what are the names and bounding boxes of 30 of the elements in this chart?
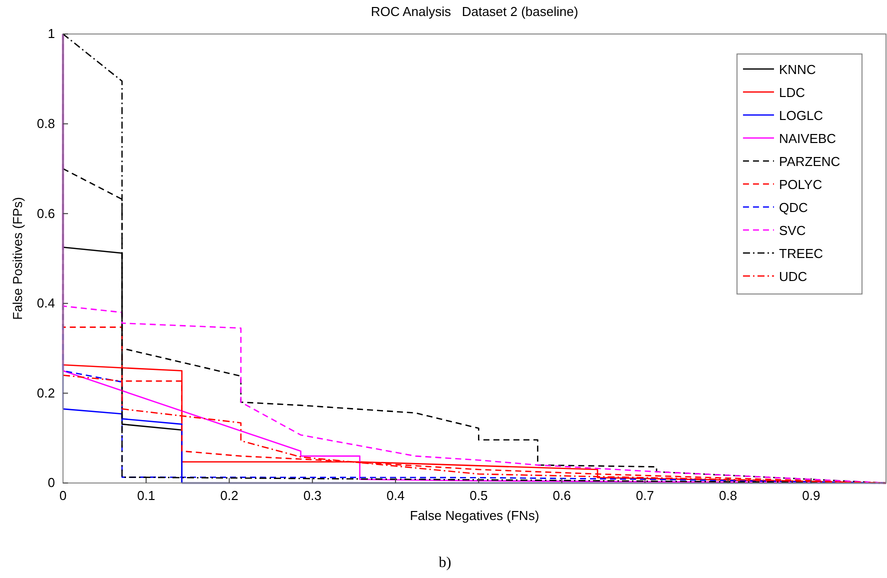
legend-label: LOGLC [779,108,824,123]
text: b) [438,555,452,571]
legend-label: TREEC [779,246,824,261]
y-tick-label: 1 [48,26,55,42]
y-tick-label: 0 [48,475,55,490]
y-tick-label: 0.4 [36,296,55,311]
legend-label: NAIVEBC [779,131,836,146]
x-tick-label: 0.9 [802,488,820,504]
y-axis-title: False Positives (FPs) [10,197,25,320]
legend-label: LDC [779,85,806,100]
x-tick-label: 0.6 [552,488,571,504]
x-tick-label: 0.7 [636,488,654,504]
legend-label: SVC [779,223,806,238]
legend-label: QDC [779,200,808,215]
chart-title: ROC Analysis Dataset 2 (baseline) [370,4,578,19]
legend-label: UDC [779,269,808,284]
x-axis-title: False Negatives (FNs) [410,508,540,523]
y-tick-label: 0.6 [36,206,55,221]
x-tick-label: 0.5 [470,488,488,504]
y-tick-label: 0.8 [36,116,55,131]
x-tick-label: 0.4 [386,488,405,504]
x-tick-label: 0.1 [137,488,156,504]
legend-label: POLYC [779,177,822,192]
x-tick-label: 0.3 [303,488,322,504]
legend-label: PARZENC [779,154,840,169]
y-tick-label: 0.2 [36,385,55,400]
legend-label: KNNC [779,62,816,77]
x-tick-label: 0.2 [220,488,238,504]
x-tick-label: 0 [59,488,67,504]
x-tick-label: 0.8 [719,488,738,504]
